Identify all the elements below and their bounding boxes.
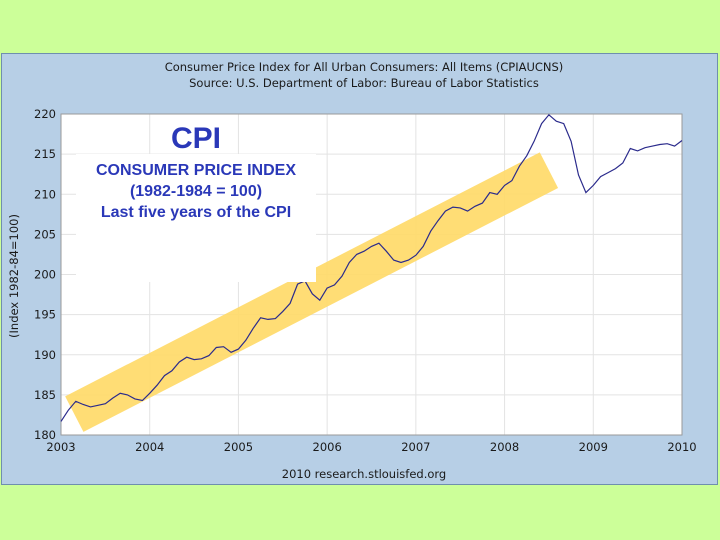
y-tick-label: 190 xyxy=(34,348,56,362)
annotation-line-2: (1982-1984 = 100) xyxy=(130,183,262,200)
x-tick-label: 2007 xyxy=(401,440,430,454)
y-tick-label: 200 xyxy=(34,268,56,282)
y-tick-label: 210 xyxy=(34,187,56,201)
chart-panel: Consumer Price Index for All Urban Consu… xyxy=(1,53,718,485)
chart-subtitle: Source: U.S. Department of Labor: Bureau… xyxy=(189,76,539,90)
x-tick-label: 2009 xyxy=(579,440,608,454)
x-tick-label: 2008 xyxy=(490,440,519,454)
x-tick-label: 2010 xyxy=(667,440,696,454)
y-tick-label: 215 xyxy=(34,147,56,161)
cpi-line-chart: Consumer Price Index for All Urban Consu… xyxy=(7,60,697,481)
source-footer: 2010 research.stlouisfed.org xyxy=(282,467,446,481)
cpi-series-line xyxy=(60,113,683,422)
y-tick-label: 180 xyxy=(34,428,56,442)
x-tick-label: 2006 xyxy=(313,440,342,454)
y-tick-label: 220 xyxy=(34,107,56,121)
chart-title: Consumer Price Index for All Urban Consu… xyxy=(165,60,564,74)
y-tick-label: 195 xyxy=(34,308,56,322)
x-tick-label: 2003 xyxy=(46,440,75,454)
annotation-box xyxy=(76,154,316,282)
series-layer xyxy=(60,113,683,422)
y-tick-label: 205 xyxy=(34,227,56,241)
y-axis-label: (Index 1982-84=100) xyxy=(7,214,21,338)
plot-frame xyxy=(60,113,683,436)
annotation-line-1: CONSUMER PRICE INDEX xyxy=(96,162,296,179)
y-tick-label: 185 xyxy=(34,388,56,402)
x-tick-label: 2005 xyxy=(224,440,253,454)
annotation-title: CPI xyxy=(171,122,221,155)
x-tick-label: 2004 xyxy=(135,440,164,454)
annotation-line-3: Last five years of the CPI xyxy=(101,204,291,221)
axis-ticks: 180 185 190 195 200 205 210 215 220 2003 2004 2005 2… xyxy=(34,107,697,454)
